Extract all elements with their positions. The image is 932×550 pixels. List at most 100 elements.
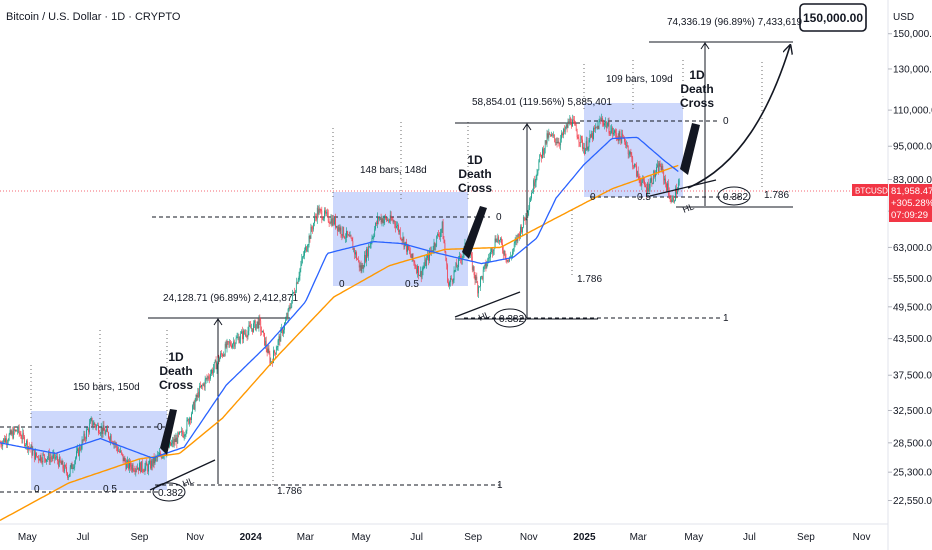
candle-body	[78, 448, 79, 456]
candle-body	[340, 227, 342, 235]
death-cross-text-3: 1D Death Cross	[680, 68, 714, 110]
candle-body	[636, 165, 637, 177]
candle-body	[150, 460, 151, 469]
y-tick-label: 43,500.00	[893, 334, 932, 345]
candle-body	[503, 250, 505, 255]
candle-body	[373, 235, 375, 238]
price-tag[interactable]: BTCUSD 81,958.47 +305.28% 07:09:29	[852, 184, 932, 222]
candle-body	[80, 448, 82, 450]
candle-body	[435, 245, 437, 247]
candle-body	[232, 344, 233, 348]
candle-body	[409, 249, 410, 252]
candle-body	[662, 165, 664, 171]
candle-body	[477, 282, 479, 294]
candle-body	[350, 235, 352, 238]
candle-body	[535, 176, 537, 183]
candle-body	[358, 260, 360, 268]
plot-area[interactable]	[0, 0, 888, 524]
candle-body	[219, 357, 221, 362]
candle-body	[280, 329, 282, 342]
fib-382-ellipse-2	[493, 308, 527, 328]
candle-body	[43, 454, 45, 455]
range-box-1[interactable]	[31, 411, 167, 490]
candle-body	[653, 171, 655, 183]
candle-body	[45, 458, 46, 462]
ma-slow-line[interactable]	[0, 164, 679, 522]
candle-body	[636, 171, 638, 177]
candle-body	[419, 271, 421, 276]
candle-body	[229, 342, 231, 344]
candle-body	[619, 131, 621, 138]
candle-body	[357, 259, 359, 261]
price-tag-price: 81,958.47	[891, 186, 932, 197]
fib-c3-zero: 0	[590, 192, 596, 203]
candle-body	[193, 401, 195, 410]
candle-body	[589, 134, 591, 140]
price-candles[interactable]	[0, 113, 680, 481]
ma-fast-line[interactable]	[0, 136, 679, 459]
candle-body	[594, 128, 595, 130]
candle-body	[312, 229, 314, 230]
candle-body	[130, 461, 131, 467]
candle-body	[230, 342, 232, 346]
candle-body	[369, 244, 371, 248]
candle-body	[305, 246, 307, 252]
candle-body	[47, 452, 49, 458]
candle-body	[439, 235, 440, 237]
candle-body	[627, 145, 629, 155]
candle-body	[452, 280, 454, 282]
candle-body	[99, 433, 100, 434]
candle-body	[22, 432, 24, 440]
candle-body	[352, 241, 354, 250]
candle-body	[552, 134, 553, 136]
candle-body	[453, 270, 455, 281]
candle-body	[472, 266, 474, 270]
candle-body	[44, 454, 46, 459]
candle-body	[400, 238, 402, 240]
candle-body	[0, 442, 2, 445]
candle-body	[606, 125, 608, 128]
measure-label-2: 58,854.01 (119.56%) 5,885,401	[472, 97, 612, 108]
candle-body	[417, 266, 418, 273]
candle-body	[223, 354, 225, 356]
candle-body	[202, 384, 203, 386]
candle-body	[579, 142, 581, 143]
candle-body	[488, 258, 490, 259]
candle-body	[403, 237, 405, 247]
candle-body	[433, 242, 435, 251]
candle-body	[378, 217, 379, 220]
candle-body	[110, 435, 112, 442]
candle-body	[368, 246, 370, 248]
candle-body	[445, 251, 447, 261]
candle-body	[581, 136, 583, 140]
y-tick-label: 55,500.00	[893, 274, 932, 285]
candle-body	[257, 321, 259, 328]
target-box[interactable]	[799, 3, 867, 32]
y-tick-label: 37,500.00	[893, 371, 932, 382]
candle-body	[314, 216, 315, 224]
candle-body	[91, 417, 93, 426]
candle-body	[647, 183, 649, 191]
candle-body	[231, 345, 232, 348]
death-cross-text-1: 1D Death Cross	[159, 350, 193, 392]
candle-body	[327, 212, 329, 222]
candle-body	[594, 126, 596, 130]
candle-body	[646, 183, 648, 193]
candle-body	[456, 263, 458, 268]
candle-body	[75, 457, 77, 462]
candle-body	[585, 141, 587, 149]
candle-body	[626, 145, 628, 146]
x-tick-label: Nov	[520, 532, 538, 543]
candle-body	[473, 266, 475, 275]
candle-body	[459, 256, 460, 258]
y-tick-label: 32,500.00	[893, 406, 932, 417]
candle-body	[577, 137, 579, 139]
candle-body	[356, 252, 357, 260]
candle-body	[59, 457, 61, 462]
candle-body	[599, 119, 601, 122]
candle-body	[37, 456, 38, 457]
candle-body	[85, 438, 87, 440]
candle-body	[394, 220, 396, 224]
candle-body	[143, 471, 145, 472]
